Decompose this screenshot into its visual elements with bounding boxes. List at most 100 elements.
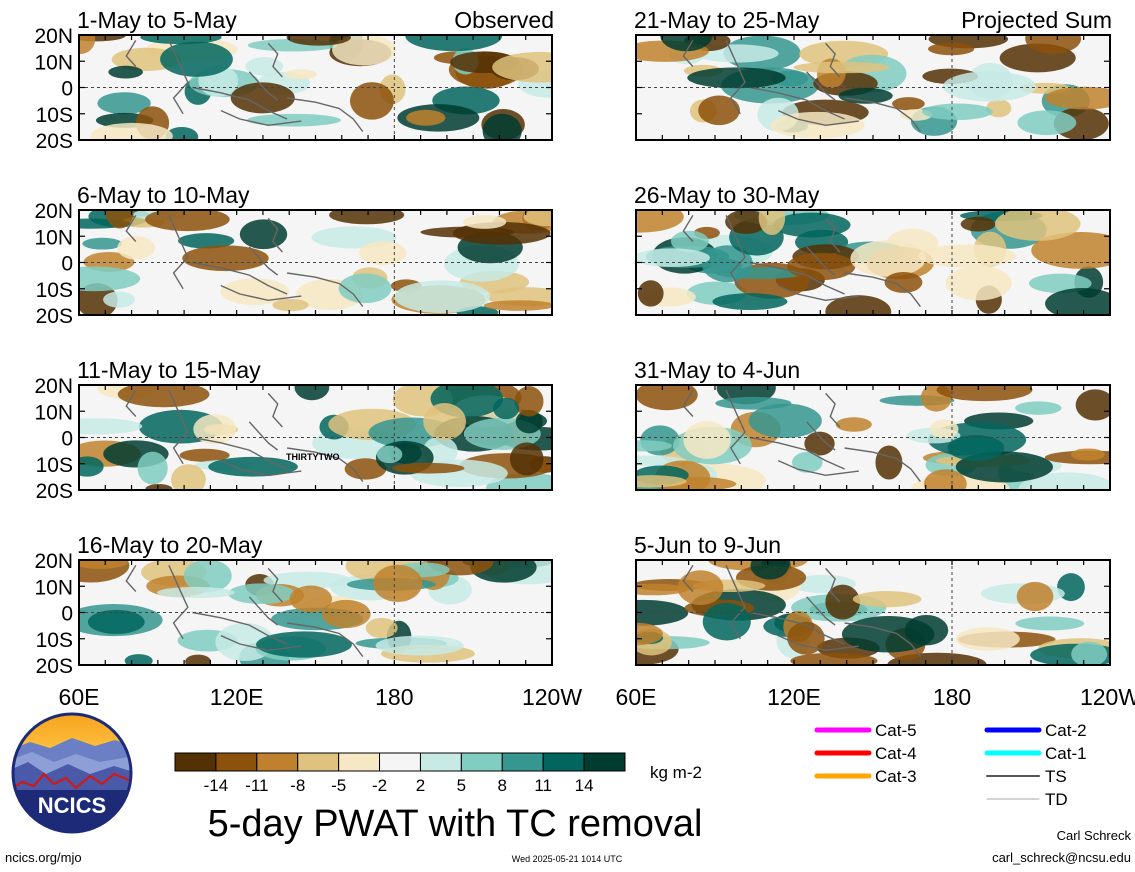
pwat-anomaly-patch: [918, 244, 1017, 268]
pwat-anomaly-patch: [748, 403, 822, 439]
coastline: [725, 215, 746, 290]
y-tick-label: 0: [61, 603, 73, 626]
pwat-anomaly-patch: [960, 216, 996, 232]
x-tick-label: 60E: [616, 684, 657, 710]
pwat-anomaly-patch: [230, 82, 295, 114]
pwat-anomaly-patch: [787, 621, 825, 655]
pwat-anomaly-patch: [185, 654, 212, 665]
coastline: [220, 459, 302, 477]
x-tick-label: 180: [375, 684, 413, 710]
pwat-anomaly-patch: [683, 421, 731, 459]
units-label: kg m-2: [650, 763, 702, 782]
y-tick-label: 10S: [36, 629, 73, 652]
pwat-anomaly-patch: [835, 417, 872, 432]
coastline: [267, 42, 283, 78]
legend-label-cat-5: Cat-5: [875, 721, 917, 740]
pwat-anomaly-patch: [87, 609, 145, 635]
colorbar-swatch: [501, 752, 544, 772]
pwat-anomaly-patch: [157, 586, 235, 599]
pwat-anomaly-patch: [1028, 273, 1092, 294]
colorbar-tick-label: 8: [498, 776, 507, 795]
pwat-anomaly-patch: [406, 109, 446, 126]
x-tick-label: 60E: [59, 684, 100, 710]
coastline: [777, 109, 859, 127]
pwat-anomaly-patch: [492, 51, 552, 83]
pwat-anomaly-patch: [786, 252, 856, 281]
coastline: [682, 39, 694, 67]
coastline: [844, 447, 921, 483]
pwat-anomaly-patch: [772, 212, 851, 238]
x-tick-label: 120W: [1080, 684, 1135, 710]
pwat-anomaly-patch: [792, 451, 823, 473]
pwat-anomaly-patch: [245, 57, 284, 76]
coastline: [844, 97, 921, 133]
coastline: [825, 567, 841, 603]
y-tick-label: 20S: [36, 655, 73, 678]
pwat-anomaly-patch: [359, 241, 407, 266]
pwat-anomaly-patch: [1015, 616, 1085, 631]
pwat-anomaly-patch: [246, 113, 341, 127]
pwat-anomaly-patch: [636, 248, 710, 268]
pwat-anomaly-patch: [770, 111, 865, 139]
pwat-anomaly-patch: [338, 273, 392, 304]
panel-observed-1: 1-May to 5-May Observed 20N 10N 0 10S 20S: [34, 7, 554, 153]
pwat-anomaly-patch: [670, 230, 709, 253]
storm-label: THIRTYTWO: [286, 452, 340, 462]
pwat-anomaly-patch: [145, 484, 173, 490]
coastline: [267, 567, 283, 603]
pwat-anomaly-patch: [79, 560, 128, 569]
pwat-anomaly-patch: [286, 35, 351, 46]
pwat-anomaly-patch: [375, 635, 464, 656]
ncics-logo[interactable]: NCICS: [10, 712, 134, 834]
pwat-anomaly-patch: [79, 456, 104, 477]
coastline: [248, 421, 279, 451]
pwat-anomaly-patch: [493, 397, 520, 420]
colorbar-swatch: [460, 752, 503, 772]
coastline: [806, 421, 836, 451]
coastline: [286, 622, 364, 658]
y-tick-label: 10S: [36, 104, 73, 127]
pwat-anomaly-patch: [220, 278, 290, 306]
coastline: [825, 217, 841, 253]
colorbar-swatch: [419, 752, 462, 772]
coastline: [220, 109, 302, 127]
legend-label-cat-1: Cat-1: [1045, 744, 1087, 763]
pwat-anomaly-patch: [79, 283, 118, 315]
pwat-anomaly-patch: [852, 591, 922, 608]
pwat-anomaly-patch: [875, 445, 903, 480]
coastline: [248, 246, 279, 276]
y-tick-label: 20N: [34, 200, 73, 223]
pwat-anomaly-patch: [182, 245, 269, 272]
panel-period-title: 11-May to 15-May: [77, 357, 261, 383]
coastline: [220, 634, 302, 652]
pwat-anomaly-patch: [750, 560, 789, 580]
pwat-anomaly-patch: [636, 475, 687, 488]
pwat-anomaly-patch: [1044, 86, 1110, 110]
pwat-anomaly-patch: [636, 385, 698, 411]
pwat-anomaly-patch: [1015, 401, 1062, 415]
pwat-anomaly-patch: [923, 469, 967, 490]
pwat-anomaly-patch: [698, 95, 740, 126]
pwat-anomaly-patch: [103, 291, 136, 308]
panel-period-title: 16-May to 20-May: [77, 532, 263, 558]
panel-period-title: 1-May to 5-May: [77, 7, 237, 33]
x-tick-label: 120W: [522, 684, 582, 710]
coastline: [286, 272, 364, 308]
pwat-anomaly-patch: [687, 67, 786, 89]
coastline: [777, 284, 859, 302]
pwat-anomaly-patch: [793, 61, 890, 74]
pwat-anomaly-patch: [97, 92, 151, 115]
panel-projected-2: 26-May to 30-May: [634, 182, 1111, 316]
pwat-anomaly-patch: [636, 210, 684, 233]
pwat-anomaly-patch: [256, 631, 352, 658]
pwat-anomaly-patch: [294, 385, 330, 401]
coastline: [749, 261, 845, 295]
legend-label-cat-4: Cat-4: [875, 744, 917, 763]
coastline: [682, 214, 694, 242]
pwat-anomaly-patch: [183, 560, 232, 593]
pwat-anomaly-patch: [523, 210, 552, 227]
pwat-anomaly-patch: [329, 210, 405, 225]
panel-period-title: 6-May to 10-May: [77, 182, 250, 208]
y-tick-label: 20N: [34, 25, 73, 48]
